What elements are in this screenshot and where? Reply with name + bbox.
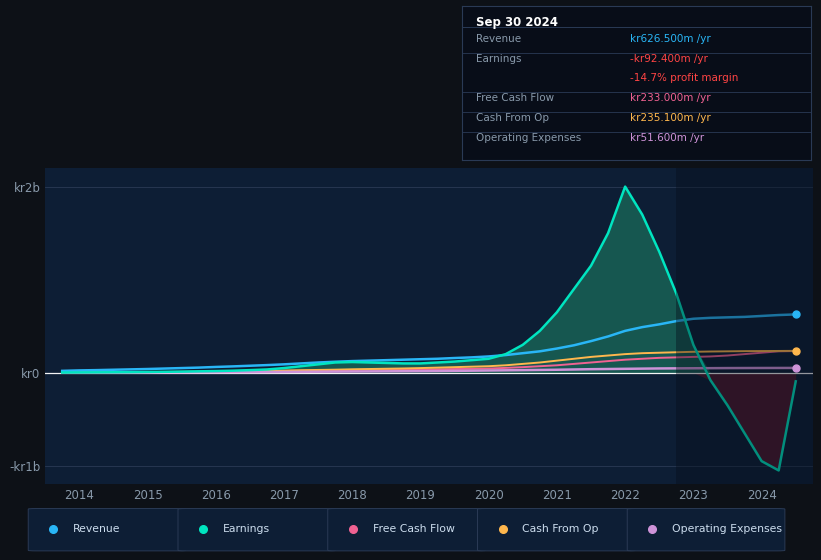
Text: -14.7% profit margin: -14.7% profit margin [630, 73, 738, 83]
Text: Free Cash Flow: Free Cash Flow [373, 524, 455, 534]
Text: Revenue: Revenue [476, 35, 521, 44]
Text: -kr92.400m /yr: -kr92.400m /yr [630, 54, 708, 64]
FancyBboxPatch shape [627, 508, 785, 551]
Text: Earnings: Earnings [476, 54, 521, 64]
Text: Cash From Op: Cash From Op [476, 113, 549, 123]
Text: Operating Expenses: Operating Expenses [476, 133, 581, 143]
Text: kr235.100m /yr: kr235.100m /yr [630, 113, 710, 123]
FancyBboxPatch shape [178, 508, 336, 551]
Text: Revenue: Revenue [73, 524, 121, 534]
Text: Free Cash Flow: Free Cash Flow [476, 93, 554, 103]
Text: kr626.500m /yr: kr626.500m /yr [630, 35, 710, 44]
Text: Cash From Op: Cash From Op [522, 524, 599, 534]
Text: kr233.000m /yr: kr233.000m /yr [630, 93, 710, 103]
Text: Operating Expenses: Operating Expenses [672, 524, 782, 534]
FancyBboxPatch shape [478, 508, 635, 551]
Text: Sep 30 2024: Sep 30 2024 [476, 16, 558, 29]
Bar [677, 168, 813, 484]
Text: Earnings: Earnings [223, 524, 270, 534]
FancyBboxPatch shape [28, 508, 186, 551]
Text: kr51.600m /yr: kr51.600m /yr [630, 133, 704, 143]
FancyBboxPatch shape [328, 508, 485, 551]
